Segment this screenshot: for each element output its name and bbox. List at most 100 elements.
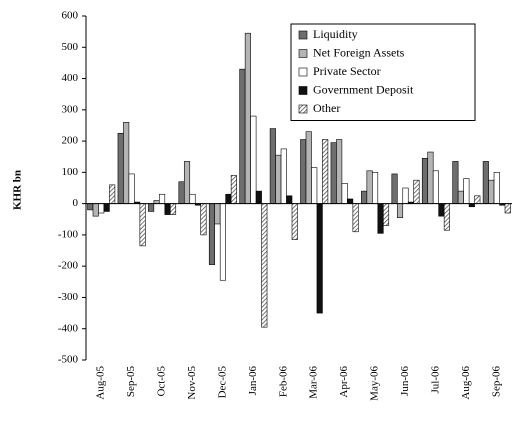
bar [123, 122, 130, 204]
legend-swatch [298, 104, 308, 114]
bar [316, 203, 323, 314]
bar [230, 175, 237, 204]
bar [169, 203, 177, 215]
bar [128, 173, 135, 204]
y-tick-label: -400 [58, 322, 79, 334]
x-tick-label: Jul-06 [429, 366, 441, 394]
bar [474, 195, 481, 204]
bar [413, 179, 420, 204]
bar [402, 187, 409, 204]
x-tick-label: Oct-05 [156, 366, 168, 397]
bar [139, 203, 146, 247]
bar [366, 170, 373, 204]
bar [189, 193, 196, 204]
bar [239, 68, 246, 204]
y-tick-label: 400 [62, 72, 79, 84]
bar [286, 195, 293, 204]
x-tick-label: Nov-05 [186, 366, 198, 400]
x-tick-label: Jun-06 [399, 366, 411, 396]
y-tick-label: 500 [62, 41, 79, 53]
bar [382, 203, 390, 226]
bar [347, 198, 354, 204]
x-tick-label: May-06 [369, 366, 381, 401]
legend-swatch [298, 49, 308, 58]
bar [255, 190, 262, 204]
x-tick-label: Dec-05 [216, 366, 228, 399]
y-tick-label: 600 [62, 10, 79, 22]
legend-label: Other [313, 101, 340, 115]
bar [269, 128, 276, 204]
y-tick-label: -300 [58, 291, 79, 303]
bar [219, 203, 226, 281]
bar [225, 193, 232, 204]
bar [200, 203, 207, 236]
bar [250, 115, 257, 204]
x-tick-label: Feb-06 [277, 366, 289, 398]
bar [341, 183, 348, 204]
x-tick-label: Aug-05 [95, 366, 107, 400]
bar [443, 203, 450, 231]
legend-swatch [298, 67, 308, 77]
bar [427, 151, 434, 204]
bar [261, 203, 268, 328]
bar [208, 203, 216, 265]
y-tick-label: -200 [58, 260, 79, 272]
bar [178, 181, 185, 204]
legend-label: Net Foreign Assets [313, 45, 405, 59]
bar [352, 203, 359, 233]
legend-box [290, 23, 476, 121]
y-tick-label: 0 [73, 197, 79, 209]
x-tick-label: Jan-06 [247, 366, 259, 396]
bar [396, 203, 404, 219]
legend-swatch [298, 86, 308, 95]
bar [103, 203, 110, 212]
bar [457, 190, 464, 204]
bar [336, 139, 343, 204]
y-tick-label: 200 [62, 135, 79, 147]
bar [164, 203, 171, 215]
legend-label: Liquidity [313, 27, 358, 41]
bar [391, 173, 398, 204]
x-tick-label: Sep-06 [490, 366, 502, 398]
bar [361, 190, 368, 204]
x-tick-label: Aug-06 [460, 366, 472, 400]
legend-swatch [298, 30, 308, 40]
y-tick-label: -100 [58, 228, 79, 240]
bar [159, 193, 166, 204]
bar [463, 178, 470, 204]
bar [92, 203, 99, 217]
bar [330, 142, 337, 204]
bar [504, 203, 511, 214]
bar [291, 203, 298, 240]
bar [87, 203, 94, 211]
bar [421, 157, 429, 204]
bar [305, 131, 312, 204]
bar [432, 170, 439, 204]
bar [488, 179, 495, 204]
bar [98, 203, 105, 214]
bar [280, 148, 287, 204]
legend-label: Government Deposit [313, 82, 414, 96]
bar [244, 32, 251, 204]
y-axis-label: KHR bn [12, 170, 24, 210]
bar [311, 167, 318, 204]
x-tick-label: Sep-05 [125, 366, 137, 398]
bar [109, 184, 116, 204]
bar [214, 203, 221, 225]
y-tick-label: 100 [62, 166, 79, 178]
bar [117, 132, 124, 204]
legend-label: Private Sector [313, 64, 381, 78]
bar [452, 161, 459, 204]
x-tick-label: Apr-06 [338, 366, 350, 398]
bar [322, 139, 329, 204]
bar [300, 139, 307, 204]
y-tick-label: -500 [58, 354, 79, 366]
bar [183, 161, 191, 204]
x-tick-label: Mar-06 [308, 366, 320, 399]
bar [275, 154, 282, 204]
bar [377, 203, 384, 234]
y-tick-label: 300 [62, 103, 79, 115]
bar [493, 172, 500, 204]
bar [438, 203, 445, 217]
